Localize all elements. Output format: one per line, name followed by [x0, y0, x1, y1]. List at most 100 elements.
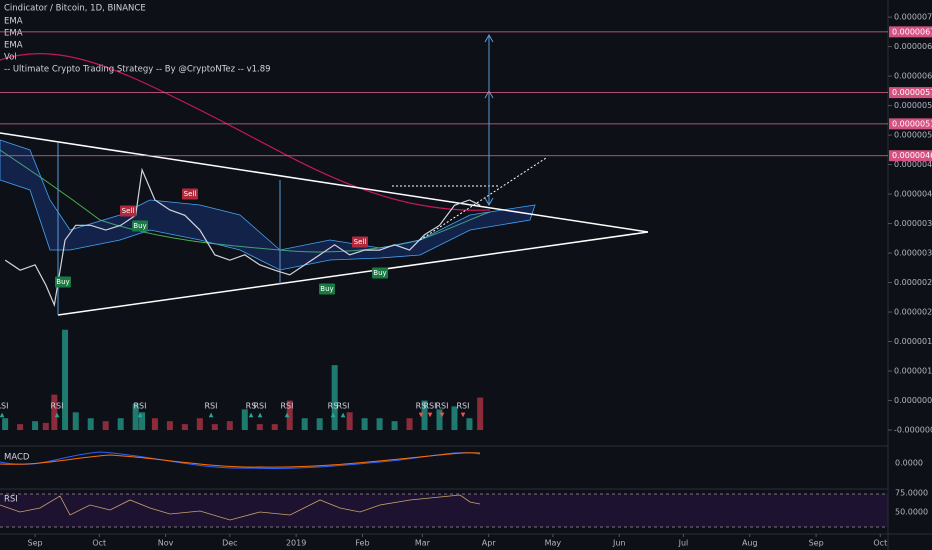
- signal-badge: [319, 283, 335, 295]
- rsi-signal-label: RSI: [436, 402, 449, 411]
- volume-bar: [87, 418, 94, 431]
- volume-bar: [346, 412, 353, 431]
- rsi-tick: 50.0000: [895, 508, 928, 517]
- rsi-signal-label: RS: [328, 402, 339, 411]
- y-tick-label: 0.00000300: [894, 249, 932, 258]
- x-tick-label: Oct: [92, 539, 106, 548]
- x-tick-label: Oct: [873, 539, 887, 548]
- volume-bar: [166, 421, 173, 431]
- study-label: EMA: [4, 17, 23, 27]
- signal-badge: [182, 188, 198, 200]
- volume-bar: [211, 424, 218, 431]
- rsi-marker: ▲: [209, 412, 214, 419]
- triangle-upper: [0, 132, 649, 233]
- trend-projection: [419, 157, 547, 241]
- volume-bar: [102, 421, 109, 431]
- rsi-signal-label: RSI: [424, 402, 437, 411]
- x-tick-label: 2019: [286, 539, 306, 548]
- rsi-signal-label: RSI: [205, 402, 218, 411]
- rsi-marker: ▲: [0, 412, 5, 419]
- volume-bar: [62, 329, 69, 431]
- rsi-signal-label: RSI: [134, 402, 147, 411]
- signal-badge: [132, 220, 148, 232]
- y-tick-label: 0.00000650: [894, 42, 932, 51]
- level-label: 0.00000572: [892, 88, 932, 97]
- rsi-marker: ▲: [341, 412, 346, 419]
- volume-bar: [241, 409, 248, 431]
- signal-label: Buy: [133, 222, 146, 230]
- volume-bar: [286, 400, 293, 431]
- volume-bar: [181, 424, 188, 431]
- rsi-marker: ▼: [428, 412, 433, 419]
- rsi-marker: ▼: [419, 412, 424, 419]
- volume-bar: [301, 418, 308, 431]
- volume-bar: [196, 418, 203, 431]
- level-label: 0.00000465: [892, 151, 932, 160]
- rsi-signal-label: RS: [246, 402, 257, 411]
- level-label: 0.00000519: [892, 119, 932, 128]
- volume-bar: [466, 418, 473, 431]
- macd-tick: 0.0000: [895, 459, 923, 468]
- x-tick-label: Aug: [742, 539, 758, 548]
- volume-bar: [361, 418, 368, 431]
- y-tick-label: 0.00000700: [894, 13, 932, 22]
- x-tick-label: Feb: [355, 539, 369, 548]
- rsi-marker: ▲: [55, 412, 60, 419]
- signal-badge: [352, 236, 368, 248]
- rsi-signal-label: RSI: [0, 402, 9, 411]
- volume-bar: [151, 418, 158, 431]
- rsi-signal-label: RSI: [254, 402, 267, 411]
- rsi-tick: 75.0000: [895, 489, 928, 498]
- x-tick-label: Sep: [28, 539, 43, 548]
- y-tick-label: 0.00000550: [894, 101, 932, 110]
- rsi-marker: ▼: [440, 412, 445, 419]
- y-tick-label: 0.00000450: [894, 160, 932, 169]
- x-tick-label: Dec: [222, 539, 237, 548]
- rsi-label: RSI: [4, 495, 18, 505]
- macd-signal: [0, 452, 481, 468]
- y-tick-label: 0.00000050: [894, 396, 932, 405]
- x-tick-label: Sep: [809, 539, 824, 548]
- level-badge: [889, 26, 932, 38]
- x-tick-label: May: [545, 539, 562, 548]
- rsi-marker: ▲: [249, 412, 254, 419]
- study-label: Vol: [4, 53, 17, 63]
- volume-bar: [72, 412, 79, 431]
- x-tick-label: Nov: [158, 539, 174, 548]
- rsi-marker: ▲: [258, 412, 263, 419]
- volume-bar: [436, 409, 443, 431]
- rsi-signal-label: RS: [416, 402, 427, 411]
- y-tick-label: -0.00000000: [894, 426, 932, 435]
- volume-bar: [17, 424, 24, 431]
- volume-bar: [139, 412, 146, 431]
- rsi-line: [0, 494, 481, 521]
- x-tick-label: Jun: [612, 539, 626, 548]
- volume-bar: [391, 421, 398, 431]
- level-label: 0.00000675: [892, 27, 932, 36]
- volume-bar: [421, 400, 428, 431]
- volume-bar: [406, 418, 413, 431]
- rsi-marker: ▲: [285, 412, 290, 419]
- volume-bar: [256, 424, 263, 431]
- rsi-band: [0, 494, 888, 527]
- ema-mid: [0, 149, 491, 253]
- signal-label: Buy: [373, 269, 386, 277]
- x-tick-label: Apr: [482, 539, 497, 548]
- level-badge: [889, 87, 932, 99]
- signal-badge: [120, 205, 136, 217]
- macd-label: MACD: [4, 453, 30, 463]
- ema-long: [0, 53, 491, 211]
- volume-bar: [226, 421, 233, 431]
- arrow-heads: [484, 33, 494, 207]
- volume-bar: [271, 424, 278, 431]
- rsi-marker: ▼: [461, 412, 466, 419]
- level-badge: [889, 150, 932, 162]
- symbol-title: Cindicator / Bitcoin, 1D, BINANCE: [4, 4, 146, 14]
- signal-label: Sell: [122, 207, 135, 215]
- y-tick-label: 0.00000200: [894, 308, 932, 317]
- y-tick-label: 0.00000600: [894, 72, 932, 81]
- level-badge: [889, 118, 932, 130]
- signal-badge: [55, 276, 71, 288]
- price-line: [4, 167, 481, 308]
